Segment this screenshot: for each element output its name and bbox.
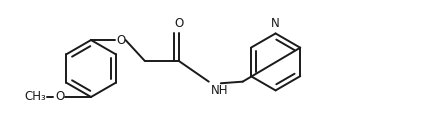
Text: CH₃: CH₃ [25, 90, 46, 103]
Text: O: O [116, 34, 126, 47]
Text: NH: NH [211, 84, 228, 97]
Text: N: N [271, 17, 280, 30]
Text: O: O [55, 90, 64, 103]
Text: O: O [174, 17, 183, 30]
